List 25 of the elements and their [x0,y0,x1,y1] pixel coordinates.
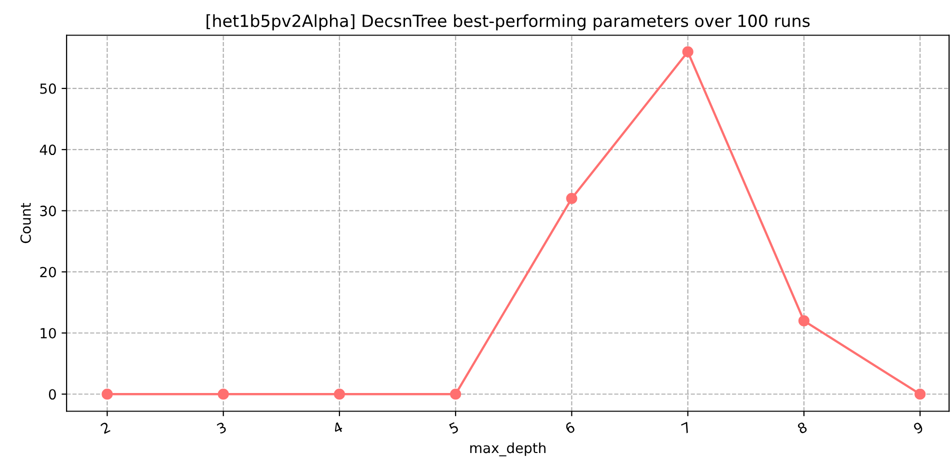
x-tick-label: 8 [796,422,808,434]
x-tick-label: 9 [912,422,924,434]
x-tick-label: 7 [681,422,692,434]
chart-title: [het1b5pv2Alpha] DecsnTree best-performing parameters over 100 runs [206,14,810,30]
x-tick-label: 3 [216,422,227,434]
x-tick-label: 5 [448,422,460,434]
point [102,388,113,400]
x-axis-title: max_depth [470,442,546,456]
point [914,388,926,400]
x-tick-label: 2 [100,422,110,434]
point [334,388,346,400]
y-tick-label: 40 [40,144,56,156]
point [566,192,578,204]
y-axis-title: Count [20,202,31,244]
y-tick-label: 30 [40,206,56,216]
y-tick-label: 50 [40,83,56,94]
point [798,315,810,326]
x-tick-label: 6 [564,422,576,434]
y-tick-label: 20 [40,266,56,278]
point [682,46,694,58]
point [450,388,462,400]
y-tick-label: 10 [40,328,56,338]
y-tick-label: 0 [48,389,56,400]
x-tick-label: 4 [332,422,344,434]
point [218,388,229,400]
